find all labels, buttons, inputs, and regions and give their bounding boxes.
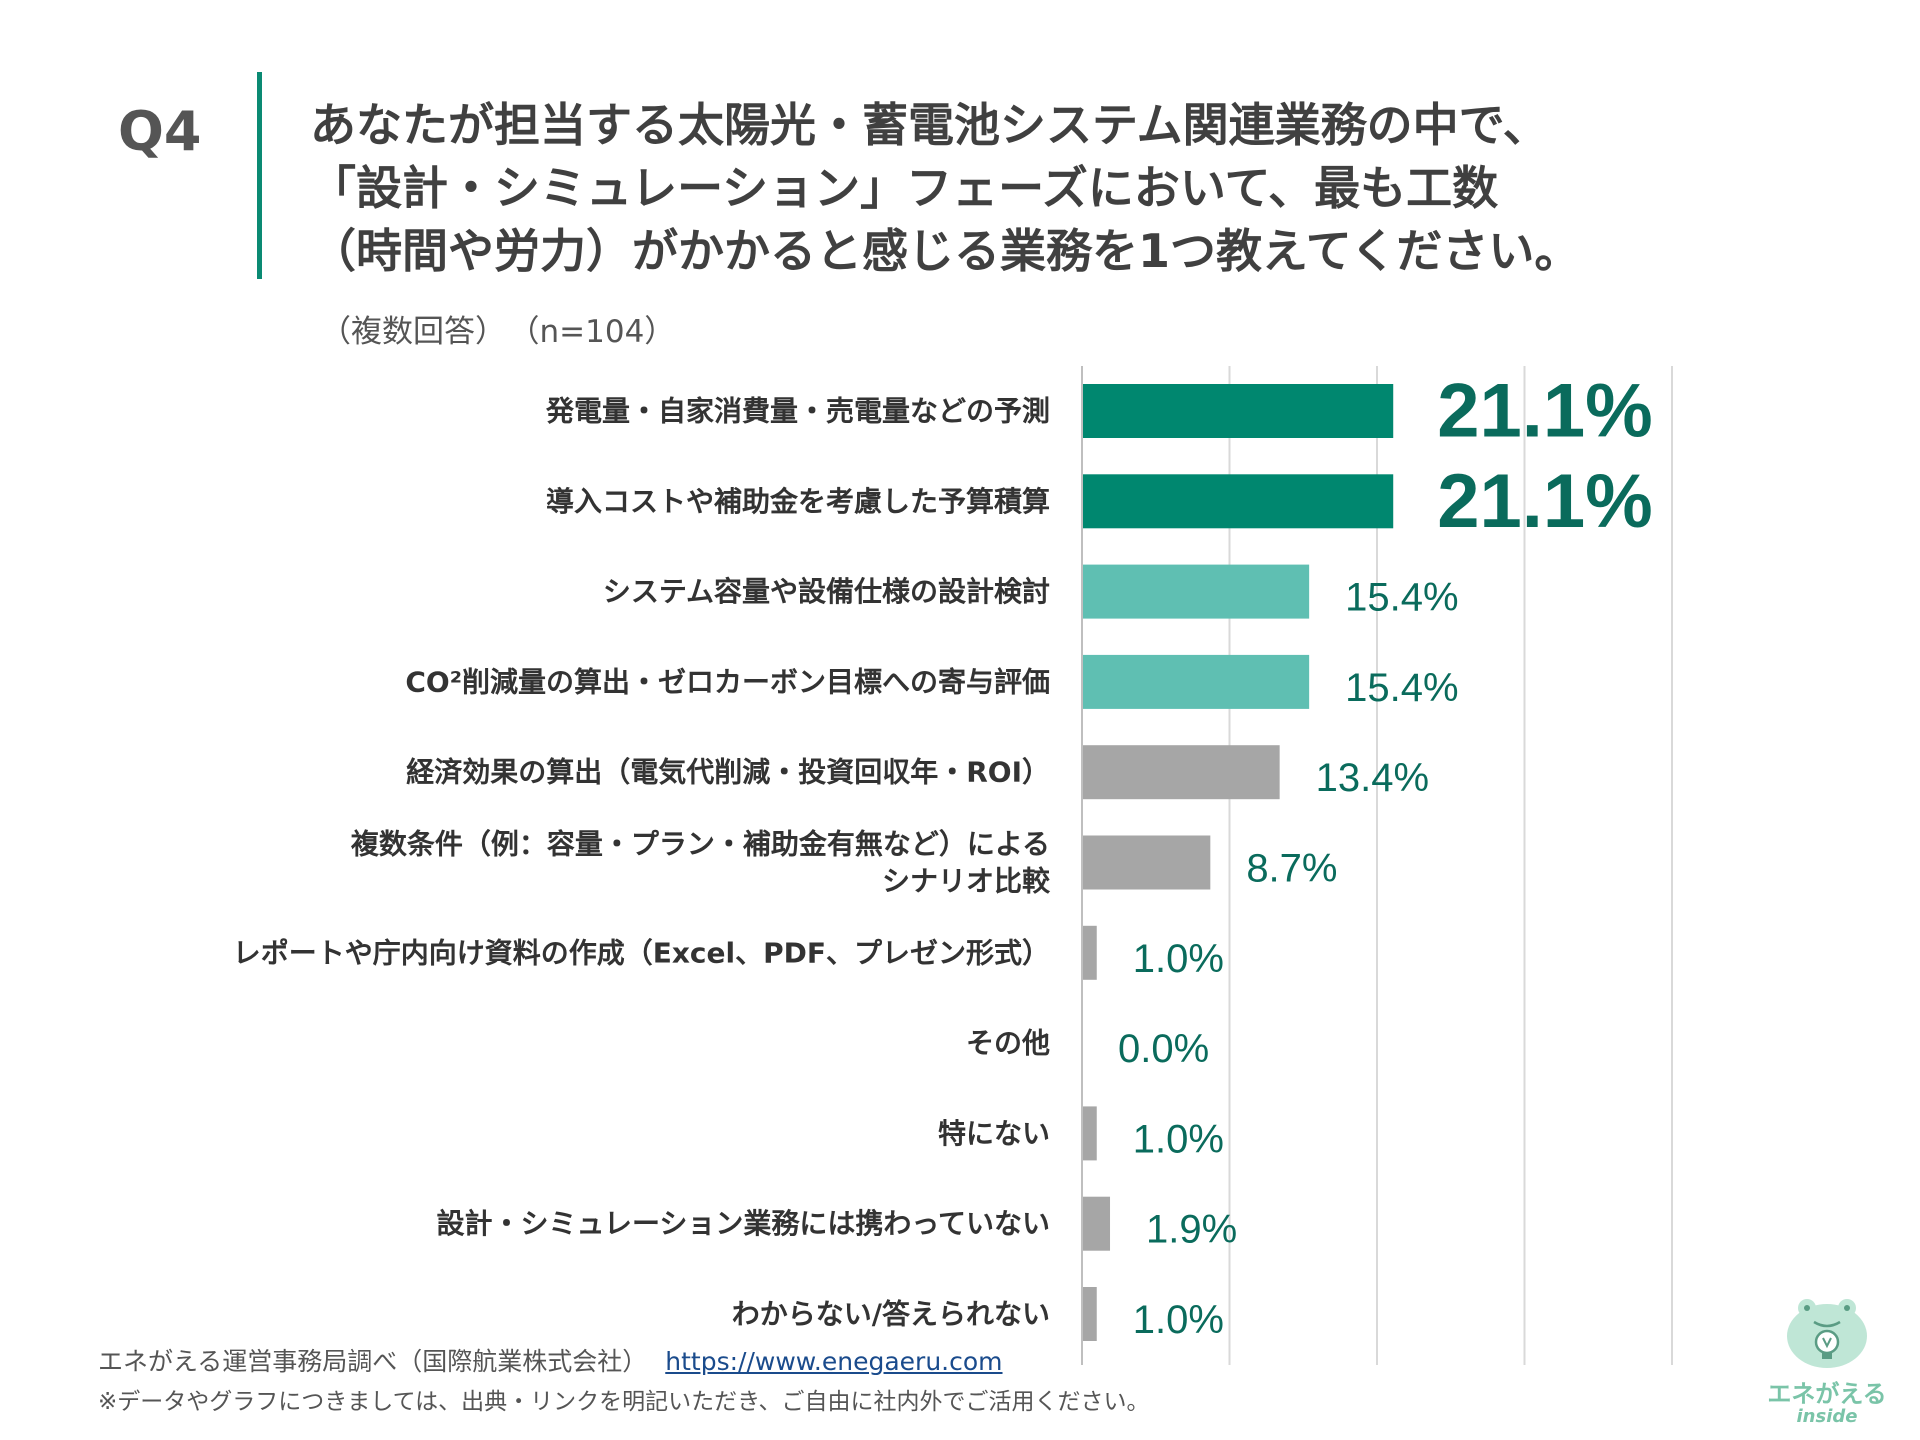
sample-size: （n=104） — [524, 314, 676, 350]
bar — [1082, 564, 1310, 619]
data-label: 1.0% — [1133, 1298, 1224, 1342]
title-accent-bar — [257, 72, 262, 279]
data-label: 15.4% — [1345, 666, 1458, 710]
brand-logo: エネがえる inside — [1752, 1282, 1902, 1432]
title-line: あなたが担当する太陽光・蓄電池システム関連業務の中で、 — [310, 98, 1549, 152]
bar — [1082, 925, 1097, 980]
bar — [1082, 384, 1394, 438]
data-label: 15.4% — [1345, 576, 1458, 620]
logo-subtext: inside — [1796, 1406, 1858, 1427]
frog-lightbulb-icon — [1787, 1299, 1867, 1368]
category-label: わからない/答えられない — [732, 1298, 1050, 1331]
chart-subtitle: （複数回答） （n=104） — [320, 306, 675, 351]
footer-note: ※データやグラフにつきましては、出典・リンクを明記いただき、ご自由に社内外でご活… — [98, 1389, 1150, 1415]
data-label: 1.9% — [1146, 1208, 1237, 1252]
bar — [1082, 835, 1211, 890]
source-link[interactable]: https://www.enegaeru.com — [665, 1347, 1003, 1376]
footer-source: エネがえる運営事務局調べ（国際航業株式会社） https://www.enegae… — [98, 1342, 1003, 1378]
data-label: 8.7% — [1246, 847, 1337, 891]
bar — [1082, 1287, 1097, 1341]
data-label: 1.0% — [1133, 937, 1224, 981]
data-label: 0.0% — [1118, 1027, 1209, 1071]
category-label: 設計・シミュレーション業務には携わっていない — [437, 1207, 1050, 1240]
category-label: シナリオ比較 — [882, 865, 1051, 898]
answer-type: （複数回答） — [320, 314, 506, 350]
data-label: 21.1% — [1437, 459, 1653, 544]
category-label: 経済効果の算出（電気代削減・投資回収年・ROI） — [406, 756, 1050, 789]
bar — [1082, 1106, 1097, 1161]
source-text: エネがえる運営事務局調べ（国際航業株式会社） — [98, 1347, 648, 1376]
category-label: CO²削減量の算出・ゼロカーボン目標への寄与評価 — [405, 665, 1050, 698]
data-label: 1.0% — [1133, 1117, 1224, 1161]
data-label: 21.1% — [1437, 369, 1653, 454]
category-label: その他 — [966, 1027, 1050, 1060]
logo-text: エネがえる — [1767, 1380, 1887, 1408]
category-label: レポートや庁内向け資料の作成（Excel、PDF、プレゼン形式） — [233, 936, 1050, 969]
question-title: あなたが担当する太陽光・蓄電池システム関連業務の中で、 「設計・シミュレーション… — [310, 94, 1910, 283]
question-label: Q4 — [118, 100, 202, 163]
category-label: 複数条件（例：容量・プラン・補助金有無など）による — [351, 828, 1050, 861]
title-line: （時間や労力）がかかると感じる業務を1つ教えてください。 — [310, 224, 1581, 278]
category-label: 特にない — [938, 1117, 1050, 1150]
category-label: 導入コストや補助金を考慮した予算積算 — [546, 485, 1050, 518]
category-label: システム容量や設備仕様の設計検討 — [603, 575, 1050, 608]
category-label: 発電量・自家消費量・売電量などの予測 — [545, 395, 1050, 428]
title-line: 「設計・シミュレーション」フェーズにおいて、最も工数 — [310, 161, 1499, 215]
bar — [1082, 654, 1310, 709]
bar — [1082, 474, 1394, 529]
bar — [1082, 745, 1280, 800]
bar — [1082, 1196, 1111, 1251]
data-label: 13.4% — [1316, 756, 1429, 800]
